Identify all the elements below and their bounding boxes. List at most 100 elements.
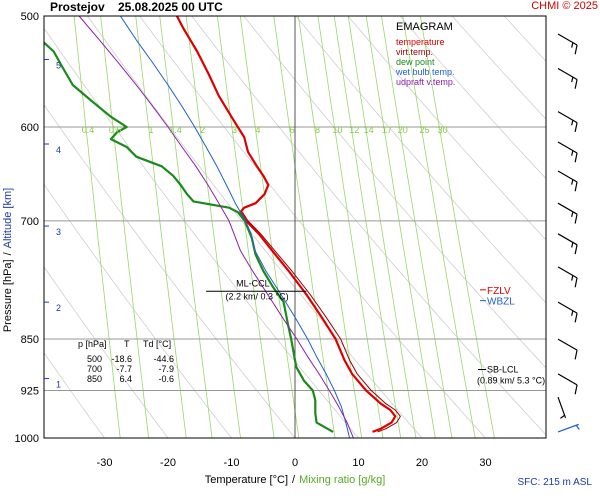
pressure-tick-label: 850 — [21, 334, 39, 346]
level-marker-label: FZLV — [487, 286, 511, 297]
wind-barb-staff — [557, 170, 578, 183]
wind-barb-staff — [557, 396, 567, 418]
wind-barb-staff — [557, 111, 578, 124]
wind-barb — [557, 170, 578, 192]
wind-barb-staff — [557, 423, 579, 433]
wind-barb-feather — [574, 312, 578, 323]
wind-barb-staff — [557, 373, 578, 386]
legend-entry: wet bulb temp. — [395, 67, 455, 77]
mixing-ratio-line — [185, 16, 241, 438]
table-header: Td [°C] — [143, 339, 171, 349]
pressure-tick-label: 700 — [21, 216, 39, 228]
wind-barb-staff — [557, 202, 578, 215]
mixing-ratio-label: 2 — [200, 125, 205, 135]
mixing-ratio-line — [317, 16, 384, 438]
x-tick-label: -10 — [224, 457, 240, 469]
wind-barb-feather — [574, 244, 578, 255]
x-axis-title: Temperature [°C] / Mixing ratio [g/kg] — [205, 474, 386, 486]
wind-barb-half-feather — [571, 42, 574, 48]
wind-barb-feather — [574, 384, 578, 395]
surface-elevation: SFC: 215 m ASL — [517, 477, 592, 488]
x-axis-label-mixing: Mixing ratio [g/kg] — [299, 474, 385, 486]
plot-frame — [43, 15, 547, 439]
x-tick-label: -20 — [160, 457, 176, 469]
dry-adiabat-line — [399, 16, 546, 180]
altitude-label: 4 — [56, 145, 61, 155]
dry-adiabat-line — [556, 16, 600, 438]
mixing-ratio-line — [420, 16, 495, 438]
mixing-ratio-label: 0.6 — [109, 125, 122, 135]
x-tick-label: 10 — [352, 457, 364, 469]
wind-barb-feather — [574, 349, 578, 360]
sounding-datetime: 25.08.2025 00 UTC — [118, 0, 223, 14]
mixing-ratio-line — [365, 16, 436, 438]
wind-barb — [557, 423, 580, 433]
y-axis-label-altitude: Altitude [km] — [2, 188, 14, 249]
wind-barb-half-feather — [571, 76, 574, 83]
lcl-label: SB-LCL — [487, 365, 519, 375]
wind-barb-feather — [574, 44, 578, 55]
mixing-ratio-line — [100, 16, 150, 438]
mixing-ratio-label: 3 — [232, 125, 237, 135]
wind-barb-staff — [557, 67, 578, 81]
table-cell: -7.9 — [158, 364, 174, 374]
pressure-tick-label: 1000 — [15, 433, 39, 445]
wind-barb-feather — [574, 152, 578, 163]
mixing-ratio-label: 6 — [290, 125, 295, 135]
wind-barb-staff — [557, 141, 578, 154]
series-line-udpraft-v-temp — [78, 16, 354, 438]
legend-title: EMAGRAM — [396, 21, 453, 33]
wind-barb-feather — [574, 79, 578, 89]
dry-adiabat-line — [451, 16, 546, 120]
y-axis-label-pressure: Pressure [hPa] — [2, 259, 14, 332]
table-cell: -18.6 — [111, 354, 132, 364]
mixing-ratio-label: 25 — [420, 125, 430, 135]
wind-barb-half-feather — [575, 424, 580, 430]
wind-barb-half-feather — [571, 275, 574, 281]
mixing-ratio-label: 14 — [364, 125, 374, 135]
mixing-ratio-line — [402, 16, 476, 438]
wind-barb — [557, 141, 578, 163]
wind-barb — [557, 338, 578, 360]
dry-adiabat-line — [347, 16, 546, 241]
table-cell: 850 — [87, 374, 102, 384]
mixing-ratio-label: 20 — [398, 125, 408, 135]
wind-barb-staff — [557, 301, 578, 314]
pressure-tick-label: 500 — [21, 11, 39, 23]
copyright-label: CHMI © 2025 — [531, 0, 598, 12]
wind-barb-staff — [557, 338, 578, 351]
mixing-ratio-line — [381, 16, 453, 438]
wind-barb-half-feather — [571, 242, 574, 248]
mixing-ratio-line — [159, 16, 213, 438]
dry-adiabat-line — [44, 27, 359, 438]
station-title: Prostejov — [50, 0, 105, 14]
wind-barb — [557, 233, 578, 255]
wind-barb-feather — [574, 122, 578, 133]
x-tick-label: 20 — [416, 457, 428, 469]
mixing-ratio-line — [347, 16, 417, 438]
x-axis-label-temperature: Temperature [°C] — [205, 474, 288, 486]
series-line-dew-point — [44, 41, 334, 433]
mixing-ratio-label: 1.4 — [169, 125, 182, 135]
y-axis-separator: / — [2, 251, 14, 255]
wind-barb-staff — [557, 33, 578, 46]
ccl-label: ML-CCL — [236, 278, 270, 288]
level-marker-label: WBZL — [487, 297, 515, 308]
dry-adiabat-line — [44, 352, 105, 438]
dry-adiabat-line — [87, 16, 423, 438]
altitude-label: 5 — [56, 60, 61, 70]
mixing-ratio-label: 4 — [255, 125, 260, 135]
x-axis-separator: / — [292, 474, 296, 486]
pressure-tick-label: 925 — [21, 386, 39, 398]
mixing-ratio-line — [135, 16, 187, 438]
dry-adiabat-line — [44, 104, 296, 438]
wind-barb-staff — [557, 266, 578, 279]
wind-barb-feather — [574, 181, 578, 192]
wind-barb-half-feather — [571, 150, 574, 156]
x-tick-label: 0 — [292, 457, 298, 469]
table-cell: 700 — [87, 364, 102, 374]
mixing-ratio-line — [73, 16, 121, 438]
table-cell: -0.6 — [158, 374, 174, 384]
table-cell: -44.6 — [153, 354, 174, 364]
